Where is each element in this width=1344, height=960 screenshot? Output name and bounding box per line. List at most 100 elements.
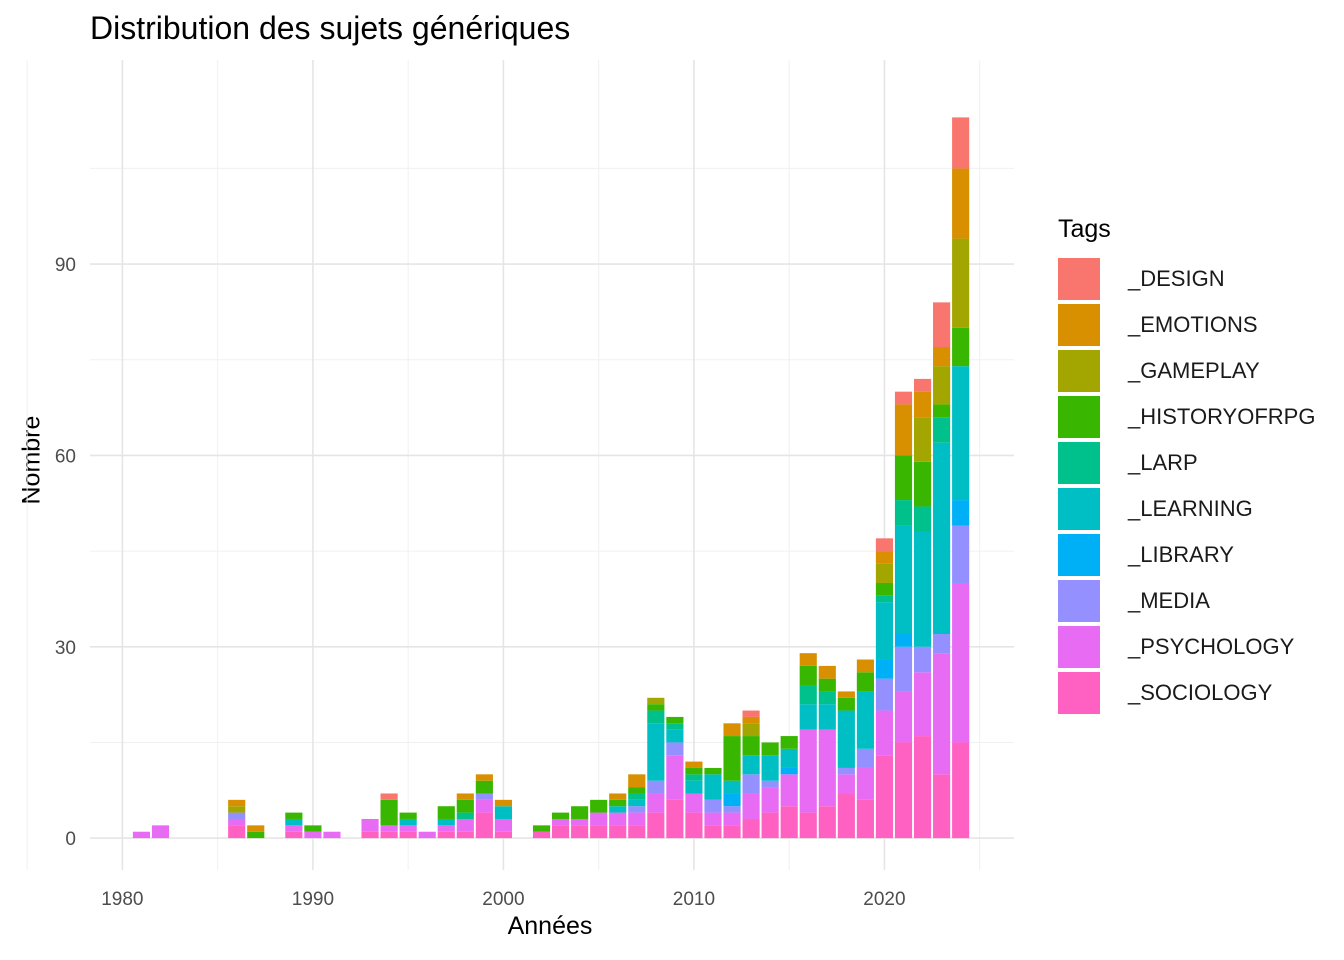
bar-segment-1998-larp	[456, 812, 474, 819]
bar-segment-2012-media	[723, 806, 741, 813]
bar-segment-1986-sociology	[228, 825, 246, 839]
bar-segment-2013-learning	[742, 755, 760, 775]
bar-segment-2019-historyofrpg	[856, 672, 874, 692]
bar-segment-1989-sociology	[285, 831, 303, 839]
bar-segment-2014-historyofrpg	[761, 742, 779, 756]
bar-segment-2017-learning	[818, 704, 836, 730]
bar-segment-2020-historyofrpg	[875, 582, 894, 596]
legend-swatch	[1058, 304, 1100, 346]
legend-item: _PSYCHOLOGY	[1058, 624, 1315, 670]
bar-segment-2017-historyofrpg	[818, 678, 836, 692]
bar-segment-2015-historyofrpg	[780, 736, 798, 749]
bar-segment-2012-psychology	[723, 812, 741, 826]
bar-segment-2021-library	[894, 634, 913, 647]
bar-segment-2023-gameplay	[933, 366, 951, 405]
bar-segment-1994-design	[380, 793, 398, 800]
bar-segment-2023-emotions	[933, 347, 951, 367]
bar-segment-2010-emotions	[685, 761, 703, 768]
y-tick-label: 90	[55, 255, 76, 276]
bar-segment-2008-larp	[647, 710, 665, 724]
x-tick-label: 1980	[101, 889, 143, 910]
bar-segment-2002-historyofrpg	[532, 825, 551, 832]
bar-segment-2022-design	[913, 378, 932, 392]
legend-swatch	[1058, 580, 1100, 622]
bar-segment-2020-psychology	[875, 710, 894, 756]
bar-segment-2010-learning	[685, 780, 703, 794]
bar-segment-1994-sociology	[380, 831, 398, 839]
bar-segment-2024-media	[952, 525, 970, 583]
bar-segment-1990-historyofrpg	[304, 825, 322, 832]
bar-segment-2022-sociology	[913, 736, 932, 839]
legend-items: _DESIGN _EMOTIONS _GAMEPLAY _HISTORYOFRPG _L…	[1058, 256, 1315, 716]
bar-segment-1995-learning	[399, 818, 417, 826]
bar-segment-2017-emotions	[818, 665, 836, 679]
bar-segment-2008-sociology	[647, 812, 665, 839]
legend-title: Tags	[1058, 215, 1111, 243]
bar-segment-2022-learning	[913, 531, 932, 647]
legend-item: _LEARNING	[1058, 486, 1315, 532]
bar-segment-2024-historyofrpg	[952, 327, 970, 367]
bar-segment-2011-media	[704, 799, 722, 813]
bar-segment-2024-library	[952, 500, 970, 526]
bar-segment-2022-gameplay	[913, 417, 932, 462]
bar-segment-1995-psychology	[399, 825, 417, 832]
bar-segment-2015-learning	[780, 748, 798, 768]
bar-segment-2015-psychology	[780, 774, 798, 807]
bar-segment-2020-larp	[875, 595, 894, 603]
bar-segment-2021-learning	[894, 525, 913, 635]
bar-segment-2000-psychology	[494, 818, 512, 832]
bar-segment-2007-larp	[628, 793, 646, 800]
bar-segment-2023-sociology	[933, 774, 951, 839]
bar-segment-2004-psychology	[571, 818, 589, 826]
bar-segment-1997-psychology	[437, 825, 455, 832]
bar-segment-2005-sociology	[590, 825, 608, 839]
bar-segment-2007-emotions	[628, 774, 646, 788]
bar-segment-1986-emotions	[228, 799, 246, 807]
bar-segment-2010-sociology	[685, 812, 703, 839]
bar-segment-2008-historyofrpg	[647, 704, 665, 711]
legend-swatch	[1058, 534, 1100, 576]
bar-segment-2019-media	[856, 748, 874, 768]
bar-segment-2012-emotions	[723, 723, 741, 737]
bar-segment-1999-emotions	[475, 774, 493, 781]
bar-segment-2024-emotions	[952, 168, 970, 239]
bar-segment-2016-learning	[799, 704, 817, 730]
legend-swatch	[1058, 442, 1100, 484]
bar-segment-2023-psychology	[933, 653, 951, 775]
bar-segment-2009-learning	[666, 729, 684, 743]
bar-segment-2013-historyofrpg	[742, 736, 760, 756]
bar-segment-2007-media	[628, 806, 646, 813]
bar-segment-1982-psychology	[151, 825, 170, 839]
bar-segment-2020-library	[875, 659, 894, 679]
bar-segment-2018-sociology	[837, 793, 855, 839]
bar-segment-2011-psychology	[704, 812, 722, 826]
bar-segment-2024-psychology	[952, 582, 970, 743]
x-tick-label: 1990	[292, 889, 334, 910]
bar-segment-2022-emotions	[913, 391, 932, 418]
bar-segment-2009-larp	[666, 723, 684, 730]
bar-segment-2021-larp	[894, 500, 913, 526]
bar-segment-2003-psychology	[552, 818, 570, 826]
bar-segment-1995-sociology	[399, 831, 417, 839]
bar-segment-1986-gameplay	[228, 806, 246, 813]
legend-item: _LARP	[1058, 440, 1315, 486]
bar-segment-2004-historyofrpg	[571, 806, 589, 819]
bar-segment-2010-larp	[685, 774, 703, 781]
bar-segment-1987-historyofrpg	[247, 831, 265, 839]
bar-segment-2008-psychology	[647, 793, 665, 813]
legend-item: _EMOTIONS	[1058, 302, 1315, 348]
bar-segment-2020-gameplay	[875, 563, 894, 583]
y-tick-label: 60	[55, 446, 76, 467]
bar-segment-2014-psychology	[761, 787, 779, 813]
bar-segment-1999-sociology	[475, 812, 493, 839]
bar-segment-2000-sociology	[494, 831, 512, 839]
bar-segment-1998-psychology	[456, 818, 474, 832]
bar-segment-2024-learning	[952, 366, 970, 501]
chart-title: Distribution des sujets génériques	[90, 10, 571, 46]
bar-segment-2020-emotions	[875, 551, 894, 564]
bar-segment-2014-media	[761, 780, 779, 788]
bar-segment-2008-gameplay	[647, 697, 665, 705]
bar-segment-2016-historyofrpg	[799, 665, 817, 686]
bar-segment-1999-psychology	[475, 799, 493, 813]
bar-segment-2003-sociology	[552, 825, 570, 839]
